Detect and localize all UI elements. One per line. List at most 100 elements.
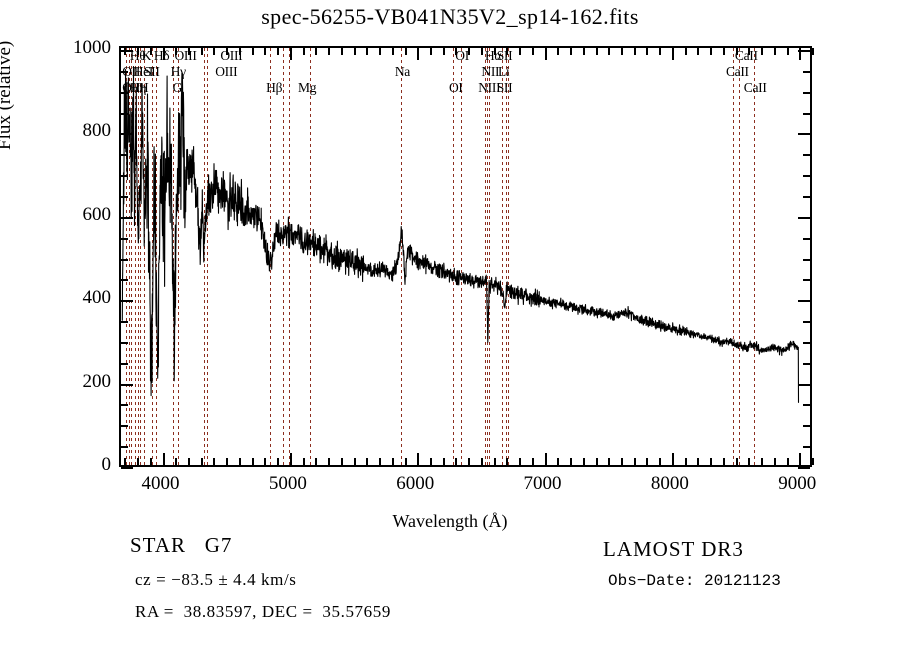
x-tick-minor bbox=[582, 458, 585, 465]
marker-line bbox=[754, 48, 756, 465]
x-tick-minor bbox=[506, 458, 509, 465]
x-tick-major bbox=[799, 453, 802, 465]
y-tick-major bbox=[121, 383, 133, 386]
spectral-line-label: OI bbox=[448, 80, 463, 95]
x-tick-minor-top bbox=[735, 48, 738, 55]
x-tick-minor-top bbox=[429, 48, 432, 55]
x-tick-minor-top bbox=[353, 48, 356, 55]
spectral-line-label: Mg bbox=[298, 80, 317, 95]
x-tick-label: 5000 bbox=[268, 473, 307, 494]
marker-line bbox=[288, 48, 290, 465]
y-tick-minor bbox=[121, 425, 128, 428]
spectral-line-label: CaII bbox=[743, 80, 767, 95]
y-tick-minor bbox=[121, 70, 128, 73]
y-tick-minor-right bbox=[803, 258, 810, 261]
y-tick-label: 400 bbox=[82, 287, 112, 309]
coordinates-text: RA = 38.83597, DEC = 35.57659 bbox=[135, 602, 391, 621]
x-tick-minor bbox=[366, 458, 369, 465]
x-tick-minor-top bbox=[595, 48, 598, 55]
x-tick-minor bbox=[710, 458, 713, 465]
spectral-line-label: Hα bbox=[484, 48, 502, 63]
spectral-line-label: HeI bbox=[133, 64, 154, 79]
x-tick-minor bbox=[442, 458, 445, 465]
x-tick-minor-top bbox=[748, 48, 751, 55]
x-tick-minor-top bbox=[315, 48, 318, 55]
marker-line bbox=[461, 48, 463, 465]
x-tick-minor bbox=[659, 458, 662, 465]
y-tick-minor bbox=[121, 91, 128, 94]
y-tick-minor-right bbox=[803, 279, 810, 282]
spectral-line-label: CaII bbox=[725, 64, 749, 79]
x-tick-minor-top bbox=[697, 48, 700, 55]
y-tick-minor-right bbox=[803, 195, 810, 198]
y-tick-major bbox=[121, 300, 133, 303]
marker-line bbox=[125, 48, 127, 465]
y-tick-label: 200 bbox=[82, 370, 112, 392]
y-tick-minor bbox=[121, 404, 128, 407]
x-tick-minor-top bbox=[340, 48, 343, 55]
y-tick-minor bbox=[121, 446, 128, 449]
marker-line bbox=[156, 48, 158, 465]
x-tick-minor bbox=[531, 458, 534, 465]
x-tick-minor-top bbox=[480, 48, 483, 55]
y-tick-minor bbox=[121, 175, 128, 178]
x-tick-label: 7000 bbox=[523, 473, 562, 494]
marker-line bbox=[501, 48, 503, 465]
y-tick-minor-right bbox=[803, 404, 810, 407]
x-tick-minor bbox=[213, 458, 216, 465]
y-tick-label: 0 bbox=[101, 454, 112, 475]
x-tick-minor bbox=[748, 458, 751, 465]
marker-line bbox=[310, 48, 312, 465]
x-tick-minor-top bbox=[213, 48, 216, 55]
x-tick-minor bbox=[557, 458, 560, 465]
x-tick-minor bbox=[621, 458, 623, 465]
spectrum-curve bbox=[121, 66, 800, 403]
x-tick-minor-top bbox=[302, 48, 305, 55]
x-tick-major bbox=[417, 453, 420, 465]
x-tick-minor bbox=[149, 458, 152, 465]
x-tick-major bbox=[162, 453, 165, 465]
x-tick-minor-top bbox=[200, 48, 203, 55]
y-tick-major bbox=[121, 133, 133, 136]
x-tick-minor-top bbox=[493, 48, 496, 55]
y-tick-minor bbox=[121, 154, 128, 157]
spectral-line-label: K bbox=[141, 48, 152, 63]
y-tick-minor-right bbox=[803, 362, 810, 365]
y-tick-major-right bbox=[798, 133, 810, 136]
x-tick-label: 9000 bbox=[778, 473, 817, 494]
x-tick-minor bbox=[773, 458, 776, 465]
x-tick-major bbox=[671, 453, 674, 465]
x-tick-minor bbox=[455, 458, 458, 465]
x-tick-major bbox=[544, 453, 547, 465]
x-tick-minor-top bbox=[226, 48, 229, 55]
spectral-line-label: Na bbox=[394, 64, 410, 79]
plot-area bbox=[119, 46, 814, 469]
x-tick-minor bbox=[735, 458, 738, 465]
x-tick-minor-top bbox=[621, 48, 623, 55]
x-tick-minor bbox=[786, 458, 789, 465]
y-tick-minor-right bbox=[803, 446, 810, 449]
x-tick-label: 8000 bbox=[650, 473, 689, 494]
x-tick-minor-top bbox=[506, 48, 509, 55]
x-tick-minor bbox=[493, 458, 496, 465]
x-tick-minor-top bbox=[264, 48, 267, 55]
x-tick-major-top bbox=[671, 48, 674, 60]
spectral-line-label: Hθ bbox=[129, 48, 146, 63]
x-tick-minor bbox=[404, 458, 407, 465]
x-tick-minor-top bbox=[710, 48, 713, 55]
x-tick-minor bbox=[391, 458, 394, 465]
x-tick-minor bbox=[608, 458, 611, 465]
x-tick-minor bbox=[124, 458, 127, 465]
x-tick-minor bbox=[595, 458, 598, 465]
spectral-line-label: SII bbox=[143, 64, 160, 79]
x-tick-minor bbox=[480, 458, 483, 465]
marker-line bbox=[151, 48, 153, 465]
y-tick-minor bbox=[121, 195, 128, 198]
x-tick-minor bbox=[226, 458, 229, 465]
x-tick-minor bbox=[761, 458, 764, 465]
y-tick-minor bbox=[121, 321, 128, 324]
plot-canvas bbox=[121, 48, 810, 465]
x-tick-minor-top bbox=[442, 48, 445, 55]
y-tick-minor bbox=[121, 237, 128, 240]
x-tick-minor-top bbox=[379, 48, 381, 55]
